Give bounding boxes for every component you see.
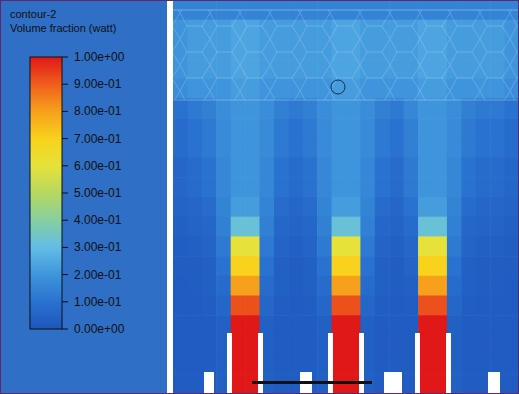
svg-text:9.00e-01: 9.00e-01: [74, 77, 122, 91]
svg-text:7.00e-01: 7.00e-01: [74, 132, 122, 146]
svg-text:1.00e-01: 1.00e-01: [74, 295, 122, 309]
svg-text:Volume fraction (watt): Volume fraction (watt): [10, 22, 116, 34]
svg-text:2.00e-01: 2.00e-01: [74, 268, 122, 282]
svg-text:3.00e-01: 3.00e-01: [74, 240, 122, 254]
svg-text:contour-2: contour-2: [10, 8, 56, 20]
svg-text:6.00e-01: 6.00e-01: [74, 159, 122, 173]
svg-text:1.00e+00: 1.00e+00: [74, 50, 125, 64]
svg-text:5.00e-01: 5.00e-01: [74, 186, 122, 200]
svg-text:4.00e-01: 4.00e-01: [74, 213, 122, 227]
svg-text:8.00e-01: 8.00e-01: [74, 104, 122, 118]
svg-text:0.00e+00: 0.00e+00: [74, 322, 125, 336]
